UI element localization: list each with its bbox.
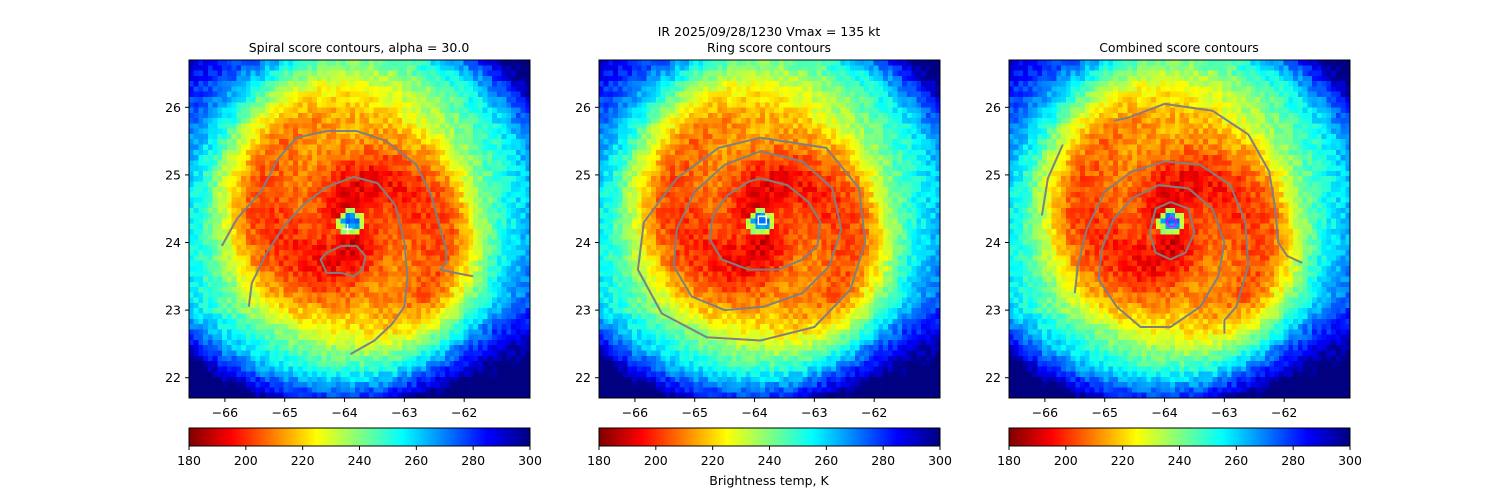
colorbar-tick-label: 300 [1338,453,1362,468]
x-tick-label: −63 [801,405,827,420]
y-tick-label: 24 [165,235,181,250]
x-tick-label: −62 [861,405,887,420]
score-contour [1040,144,1064,216]
colorbar-tick-label: 220 [701,453,725,468]
colorbar-tick-label: 260 [814,453,838,468]
center-marker-square [757,215,768,225]
colorbar-tick-label: 300 [518,453,542,468]
colorbar-tick-label: 300 [928,453,952,468]
y-tick-label: 26 [165,100,181,115]
colorbar-tick-label: 240 [1168,453,1192,468]
score-contour [1073,160,1250,334]
score-contour [1097,184,1226,328]
center-marker-plus [342,224,353,234]
score-contour [708,177,822,271]
y-tick-label: 23 [985,303,1001,318]
panel-title: Ring score contours [707,40,831,55]
score-contour [221,130,474,278]
colorbar-label: Brightness temp, K [709,473,829,488]
colorbar-tick-label: 200 [644,453,668,468]
y-tick-label: 25 [165,167,181,182]
colorbar-tick-label: 260 [1224,453,1248,468]
x-tick-label: −63 [391,405,417,420]
y-tick-label: 26 [575,100,591,115]
score-contour [247,175,409,355]
x-tick-label: −65 [272,405,298,420]
suptitle: IR 2025/09/28/1230 Vmax = 135 kt [658,24,881,39]
panel-combined: Combined score contours −66 −65 −64 −63 −62 2… [985,40,1351,420]
colorbar-tick-label: 260 [404,453,428,468]
ir-heatmap-image [1009,60,1350,398]
x-tick-label: −62 [1271,405,1297,420]
panel-spiral: Spiral score contours, alpha = 30.0 −66 −… [165,40,531,420]
colorbar-tick-label: 240 [758,453,782,468]
y-tick-label: 23 [165,303,181,318]
colorbar-gradient [188,427,531,447]
colorbar-tick-label: 240 [348,453,372,468]
colorbar-tick-label: 180 [997,453,1021,468]
colorbar-ring: 180 200 220 240 260 280 300 [587,427,952,468]
colorbar-gradient [1008,427,1351,447]
score-contour [636,136,867,342]
score-contour [672,150,843,312]
colorbar-tick-label: 280 [461,453,485,468]
x-tick-label: −64 [331,405,357,420]
colorbar-tick-label: 220 [1111,453,1135,468]
score-contour [319,244,367,278]
colorbar-tick-label: 180 [177,453,201,468]
center-marker-circle [1166,216,1177,228]
x-tick-label: −63 [1211,405,1237,420]
axes-frame [598,59,941,399]
colorbar-spiral: 180 200 220 240 260 280 300 [177,427,542,468]
colorbar-gradient [598,427,941,447]
x-tick-label: −66 [622,405,648,420]
y-tick-label: 22 [165,370,181,385]
ir-heatmap-image [189,60,530,398]
x-tick-label: −66 [212,405,238,420]
colorbar-tick-label: 200 [234,453,258,468]
y-tick-label: 22 [985,370,1001,385]
y-tick-label: 23 [575,303,591,318]
y-tick-label: 25 [985,167,1001,182]
colorbar-tick-label: 280 [871,453,895,468]
panel-title: Spiral score contours, alpha = 30.0 [249,40,470,55]
colorbar-combined: 180 200 220 240 260 280 300 [997,427,1362,468]
colorbar-tick-label: 180 [587,453,611,468]
panel-ring: Ring score contours −66 −65 −64 −63 −62 22 23 2… [575,40,941,420]
x-tick-label: −64 [1151,405,1177,420]
axes-frame [188,59,531,399]
y-tick-label: 22 [575,370,591,385]
ir-heatmap-image [599,60,940,398]
score-contour [1148,201,1196,261]
colorbar-tick-label: 200 [1054,453,1078,468]
panel-title: Combined score contours [1099,40,1259,55]
score-contour [1113,102,1303,264]
y-tick-label: 24 [985,235,1001,250]
x-tick-label: −65 [682,405,708,420]
y-tick-label: 24 [575,235,591,250]
axes-frame [1008,59,1351,399]
x-tick-label: −65 [1092,405,1118,420]
colorbar-tick-label: 220 [291,453,315,468]
x-tick-label: −66 [1032,405,1058,420]
y-tick-label: 26 [985,100,1001,115]
x-tick-label: −64 [741,405,767,420]
colorbar-tick-label: 280 [1281,453,1305,468]
y-tick-label: 25 [575,167,591,182]
x-tick-label: −62 [451,405,477,420]
